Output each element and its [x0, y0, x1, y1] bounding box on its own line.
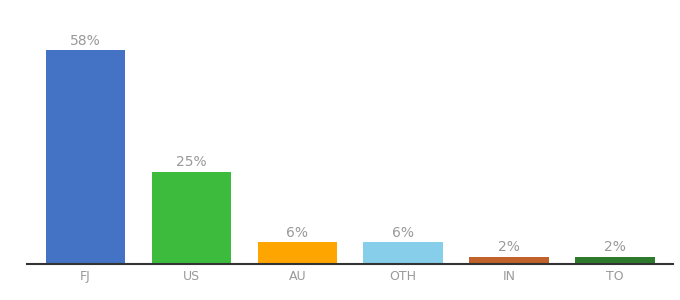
- Bar: [46, 50, 125, 264]
- Text: 2%: 2%: [604, 240, 626, 254]
- Bar: [363, 242, 443, 264]
- Text: 2%: 2%: [498, 240, 520, 254]
- Text: 6%: 6%: [286, 226, 308, 240]
- Bar: [469, 256, 549, 264]
- Text: 58%: 58%: [70, 34, 101, 48]
- Bar: [258, 242, 337, 264]
- Text: 25%: 25%: [176, 155, 207, 170]
- Text: 6%: 6%: [392, 226, 414, 240]
- Bar: [575, 256, 655, 264]
- Bar: [152, 172, 231, 264]
